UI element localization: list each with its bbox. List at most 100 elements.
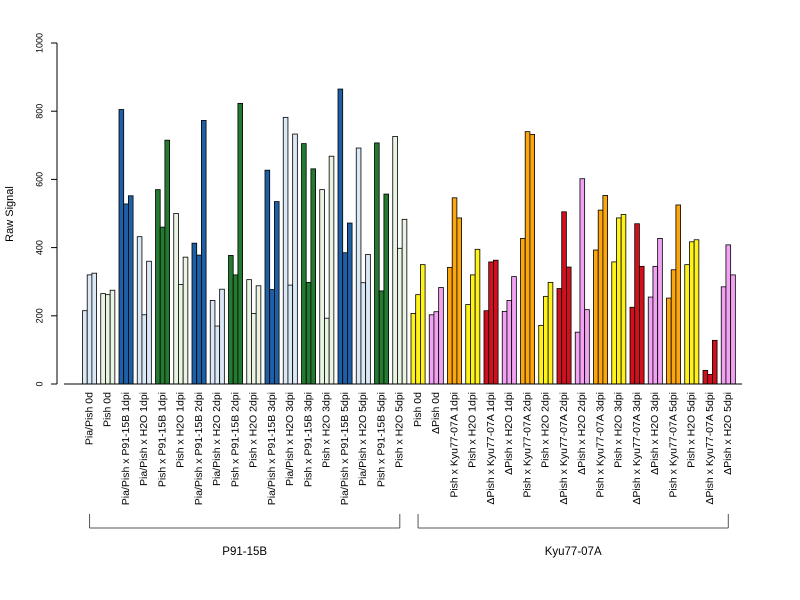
bar [200,120,207,385]
x-tick-label: Pish x P91-15B 2dpi [229,392,241,487]
bar [647,296,654,385]
bar [556,288,563,385]
bar [447,266,453,385]
bar [264,169,271,385]
bar [91,272,98,385]
bar [657,237,663,385]
bar [342,252,348,385]
x-tick-label: Pish x P91-15B 1dpi [156,392,168,487]
y-tick-label: 200 [34,308,44,323]
bar [82,310,88,385]
bar [173,213,179,385]
bar [164,139,170,385]
x-tick-label: Pish x Kyu77-07A 2dpi [521,392,533,498]
bar [720,286,727,385]
y-tick-label: 800 [34,104,44,119]
bar [209,300,216,385]
x-tick-label: ΔPish x Kyu77-07A 3dpi [631,392,643,505]
bar [566,266,572,385]
x-tick-label: Pish x H2O 5dpi [686,392,698,468]
bar [123,203,129,385]
bar [410,313,417,385]
x-tick-label: ΔPish x Kyu77-07A 1dpi [485,392,497,505]
bar [547,281,554,385]
bar [456,217,462,385]
bar [246,279,252,385]
bar [488,261,494,385]
bar [584,309,590,385]
x-tick-label: Pish x H2O 3dpi [321,392,333,468]
bar [360,282,367,385]
bar [232,274,239,385]
bar [707,374,713,385]
bar [574,331,581,385]
bar [666,297,672,385]
x-tick-label: ΔPish x Kyu77-07A 5dpi [704,392,716,505]
bar [383,193,389,385]
bar [725,244,732,385]
bars [82,88,736,385]
bar [324,317,330,385]
x-tick-label: Pia/Pish x H2O 5dpi [357,392,369,486]
x-tick-label: Pia/Pish x P91-15B 2dpi [193,392,205,505]
bar [301,143,307,385]
bar [118,109,125,385]
group-label: Kyu77-07A [545,546,602,558]
group-brackets: P91-15B Kyu77-07A [89,514,729,558]
bar [428,314,435,385]
bar [127,195,134,385]
bar [305,281,312,385]
x-tick-labels: Pia/Pish 0d Pish 0d Pia/Pish x P91-15B 1dp… [83,392,734,505]
bar [397,247,403,385]
bar [292,133,298,385]
y-axis-label: Raw Signal [4,186,16,242]
x-tick-label: ΔPish x H2O 5dpi [722,392,734,475]
bar [433,311,440,385]
bar [273,201,280,385]
group-label: P91-15B [222,546,267,558]
x-tick-label: Pia/Pish x H2O 1dpi [138,392,150,486]
x-tick-label: Pia/Pish x P91-15B 3dpi [266,392,278,505]
bar [561,211,567,385]
bar [579,178,586,385]
bar [251,313,257,385]
bar [269,289,275,385]
x-tick-label: Pish x P91-15B 5dpi [375,392,387,487]
bar [355,147,362,385]
y-tick-label: 0 [34,381,44,386]
bar [675,204,682,385]
bar [620,214,627,385]
bar [374,142,380,385]
x-tick-label: Pish x Kyu77-07A 5dpi [667,392,679,498]
bar [159,226,166,385]
bar [465,304,471,385]
x-tick-label: Pia/Pish 0d [83,392,95,445]
x-tick-label: Pish x H2O 5dpi [394,392,406,468]
bar [670,269,677,385]
y-tick-label: 400 [34,240,44,255]
bar [219,288,225,385]
bar [597,209,604,385]
bar [255,285,262,385]
bar [155,189,161,385]
bar [529,133,536,385]
bar [730,274,736,385]
bar [282,116,289,385]
bar [365,254,371,385]
bar [506,300,513,385]
bar [214,325,221,385]
bar [712,339,718,385]
x-tick-label: ΔPish x Kyu77-07A 2dpi [558,392,570,505]
x-tick-label: ΔPish 0d [430,392,442,434]
bar [511,276,517,385]
bar [196,254,202,385]
bar [524,131,531,385]
bar [136,236,143,385]
x-tick-label: Pia/Pish x P91-15B 1dpi [120,392,132,505]
bar [337,88,344,385]
bar [474,248,481,385]
bar [392,136,398,385]
bar [182,256,189,385]
bar [228,255,234,385]
bar [237,102,243,385]
